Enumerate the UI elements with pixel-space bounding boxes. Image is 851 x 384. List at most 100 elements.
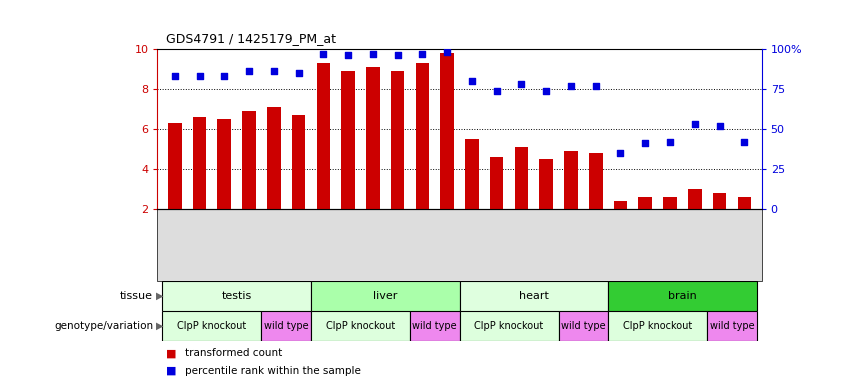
Text: GSM988364: GSM988364 [344, 213, 352, 254]
Point [490, 88, 504, 94]
Bar [311, 209, 336, 281]
Text: GSM988366: GSM988366 [393, 213, 403, 254]
Text: GSM988384: GSM988384 [542, 213, 551, 254]
Bar [460, 281, 608, 311]
Bar [465, 139, 479, 209]
Text: GSM988361: GSM988361 [269, 213, 278, 254]
Text: GSM988360: GSM988360 [244, 213, 254, 254]
Text: GSM988382: GSM988382 [492, 213, 501, 254]
Bar [490, 157, 504, 209]
Point [688, 121, 701, 127]
Bar [707, 311, 757, 341]
Text: GSM988363: GSM988363 [319, 213, 328, 254]
Bar [261, 311, 311, 341]
Bar [237, 209, 261, 281]
Bar [163, 311, 261, 341]
Bar [311, 311, 410, 341]
Bar [564, 151, 578, 209]
Bar [386, 209, 410, 281]
Text: ■: ■ [166, 348, 176, 358]
Point [738, 139, 751, 145]
Bar [608, 311, 707, 341]
Text: wild type: wild type [413, 321, 457, 331]
Bar [410, 311, 460, 341]
Point [638, 140, 652, 146]
Bar [558, 209, 583, 281]
Bar [633, 209, 658, 281]
Bar [515, 147, 528, 209]
Bar [658, 209, 683, 281]
Point [341, 52, 355, 58]
Point [267, 68, 281, 74]
Bar [663, 197, 677, 209]
Text: GSM988375: GSM988375 [616, 213, 625, 254]
Text: ▶: ▶ [156, 321, 163, 331]
Bar [267, 107, 281, 209]
Point [540, 88, 553, 94]
Point [614, 150, 627, 156]
Point [168, 73, 181, 79]
Bar [435, 209, 460, 281]
Text: ClpP knockout: ClpP knockout [326, 321, 395, 331]
Bar [732, 209, 757, 281]
Bar [341, 71, 355, 209]
Point [564, 83, 578, 89]
Text: GSM988383: GSM988383 [517, 213, 526, 254]
Bar [534, 209, 558, 281]
Text: heart: heart [519, 291, 549, 301]
Bar [558, 311, 608, 341]
Text: GDS4791 / 1425179_PM_at: GDS4791 / 1425179_PM_at [166, 32, 336, 45]
Bar [509, 209, 534, 281]
Point [366, 51, 380, 57]
Bar [391, 71, 404, 209]
Bar [688, 189, 701, 209]
Bar [336, 209, 361, 281]
Text: percentile rank within the sample: percentile rank within the sample [185, 366, 361, 376]
Text: GSM988385: GSM988385 [567, 213, 575, 254]
Bar [292, 115, 306, 209]
Point [218, 73, 231, 79]
Bar [410, 209, 435, 281]
Bar [460, 311, 558, 341]
Text: wild type: wild type [264, 321, 309, 331]
Bar [317, 63, 330, 209]
Bar [540, 159, 553, 209]
Bar [192, 117, 206, 209]
Text: GSM988362: GSM988362 [294, 213, 303, 254]
Bar [608, 281, 757, 311]
Point [243, 68, 256, 74]
Text: tissue: tissue [120, 291, 153, 301]
Bar [163, 209, 187, 281]
Text: GSM988378: GSM988378 [690, 213, 700, 254]
Text: GSM988379: GSM988379 [715, 213, 724, 254]
Text: GSM988377: GSM988377 [665, 213, 675, 254]
Point [440, 49, 454, 55]
Bar [187, 209, 212, 281]
Bar [168, 123, 181, 209]
Text: GSM988358: GSM988358 [195, 213, 204, 254]
Bar [212, 209, 237, 281]
Bar [311, 281, 460, 311]
Text: brain: brain [668, 291, 697, 301]
Point [589, 83, 603, 89]
Text: transformed count: transformed count [185, 348, 282, 358]
Text: GSM988365: GSM988365 [368, 213, 377, 254]
Text: wild type: wild type [710, 321, 754, 331]
Text: GSM988376: GSM988376 [641, 213, 650, 254]
Text: ClpP knockout: ClpP knockout [177, 321, 247, 331]
Text: genotype/variation: genotype/variation [54, 321, 153, 331]
Text: GSM988368: GSM988368 [443, 213, 452, 254]
Point [663, 139, 677, 145]
Text: wild type: wild type [561, 321, 606, 331]
Bar [366, 67, 380, 209]
Text: GSM988367: GSM988367 [418, 213, 427, 254]
Bar [163, 281, 311, 311]
Bar [415, 63, 429, 209]
Text: GSM988380: GSM988380 [740, 213, 749, 254]
Text: GSM988386: GSM988386 [591, 213, 600, 254]
Bar [261, 209, 286, 281]
Bar [361, 209, 386, 281]
Point [713, 123, 727, 129]
Text: GSM988381: GSM988381 [467, 213, 477, 254]
Point [292, 70, 306, 76]
